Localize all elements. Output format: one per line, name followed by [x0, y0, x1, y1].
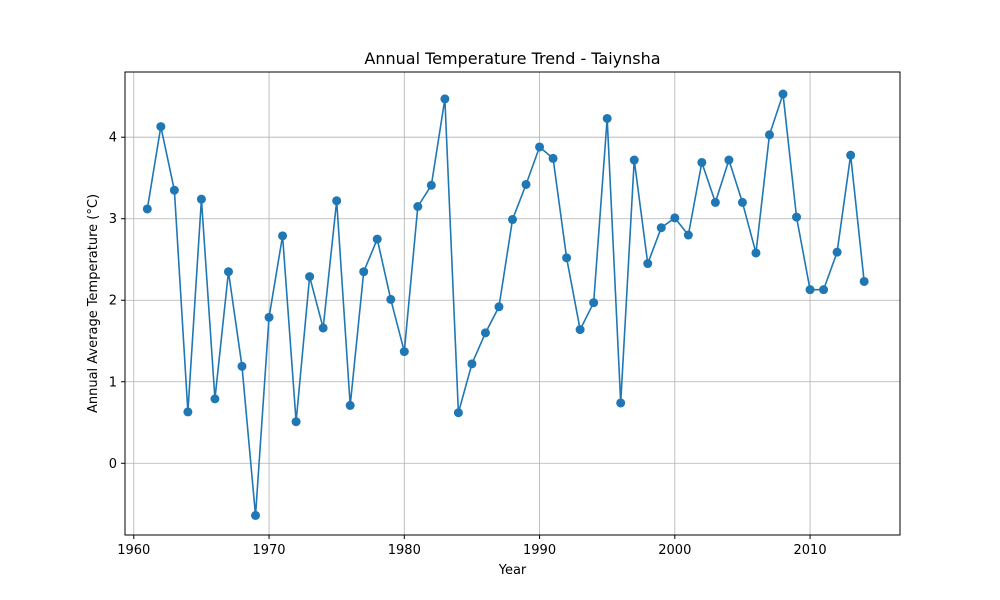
data-point	[521, 179, 531, 189]
data-point	[589, 298, 599, 308]
data-point	[467, 359, 477, 369]
y-axis-label: Annual Average Temperature (°C)	[86, 194, 101, 413]
data-point	[778, 89, 788, 99]
x-tick-label: 1970	[252, 543, 285, 558]
data-point	[291, 417, 301, 427]
data-point	[562, 253, 572, 263]
data-point	[697, 157, 707, 167]
y-tick-label: 3	[109, 212, 117, 227]
data-point	[386, 294, 396, 304]
data-point	[575, 325, 585, 335]
data-point	[305, 272, 315, 282]
data-point	[332, 196, 342, 206]
x-tick-label: 1990	[523, 543, 556, 558]
data-point	[223, 267, 233, 277]
y-tick-label: 4	[109, 131, 117, 146]
x-tick-label: 1960	[117, 543, 150, 558]
data-point	[210, 394, 220, 404]
data-point	[819, 285, 829, 295]
data-point	[548, 153, 558, 163]
data-point	[142, 204, 152, 214]
data-point	[643, 259, 653, 269]
data-point	[169, 185, 179, 195]
data-point	[480, 328, 490, 338]
data-point	[196, 194, 206, 204]
data-point	[264, 312, 274, 322]
data-point	[846, 150, 856, 160]
data-point	[737, 197, 747, 207]
chart-title: Annual Temperature Trend - Taiynsha	[364, 49, 660, 68]
data-point	[413, 201, 423, 211]
data-point	[683, 230, 693, 240]
data-point	[237, 361, 247, 371]
data-point	[535, 142, 545, 152]
data-point	[453, 408, 463, 418]
x-tick-label: 2010	[794, 543, 827, 558]
data-point	[670, 213, 680, 223]
plot-area-frame	[124, 71, 901, 536]
series-line	[146, 93, 865, 517]
data-point	[318, 323, 328, 333]
x-tick-label: 1980	[388, 543, 421, 558]
data-point	[345, 400, 355, 410]
data-point	[616, 398, 626, 408]
data-point	[251, 510, 261, 520]
data-point	[764, 130, 774, 140]
data-point	[494, 302, 504, 312]
y-tick-label: 0	[109, 457, 117, 472]
grid	[125, 72, 900, 535]
x-tick-label: 2000	[658, 543, 691, 558]
data-point	[359, 267, 369, 277]
y-tick-label: 1	[109, 375, 117, 390]
data-point	[278, 231, 288, 241]
data-point	[805, 285, 815, 295]
data-point	[399, 347, 409, 357]
data-series	[142, 89, 869, 520]
axis-ticks: 1960 1970 1980 1990 2000 2010 0 1 2 3 4	[109, 131, 827, 558]
data-point	[508, 215, 517, 225]
y-tick-label: 2	[109, 294, 117, 309]
data-point	[724, 155, 734, 165]
data-point	[602, 113, 612, 123]
x-axis-label: Year	[498, 563, 527, 578]
data-point	[156, 122, 166, 132]
data-point	[372, 234, 382, 244]
data-point	[751, 248, 761, 258]
data-point	[440, 94, 450, 104]
data-point	[629, 155, 639, 165]
data-point	[792, 212, 802, 222]
data-point	[859, 276, 869, 286]
data-point	[710, 197, 720, 207]
data-point	[832, 247, 842, 257]
data-point	[426, 180, 436, 190]
data-point	[656, 223, 666, 233]
data-point	[183, 407, 193, 417]
